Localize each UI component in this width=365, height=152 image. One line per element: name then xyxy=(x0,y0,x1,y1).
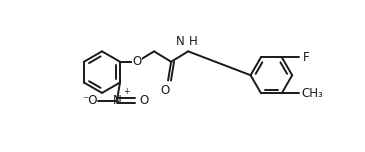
Text: O: O xyxy=(132,55,142,68)
Text: N: N xyxy=(112,94,121,107)
Text: F: F xyxy=(303,51,309,64)
Text: O: O xyxy=(160,84,170,97)
Text: +: + xyxy=(123,87,130,96)
Text: CH₃: CH₃ xyxy=(301,87,323,100)
Text: ⁻O: ⁻O xyxy=(82,94,98,107)
Text: O: O xyxy=(140,94,149,107)
Text: N: N xyxy=(176,35,185,48)
Text: H: H xyxy=(189,35,198,48)
